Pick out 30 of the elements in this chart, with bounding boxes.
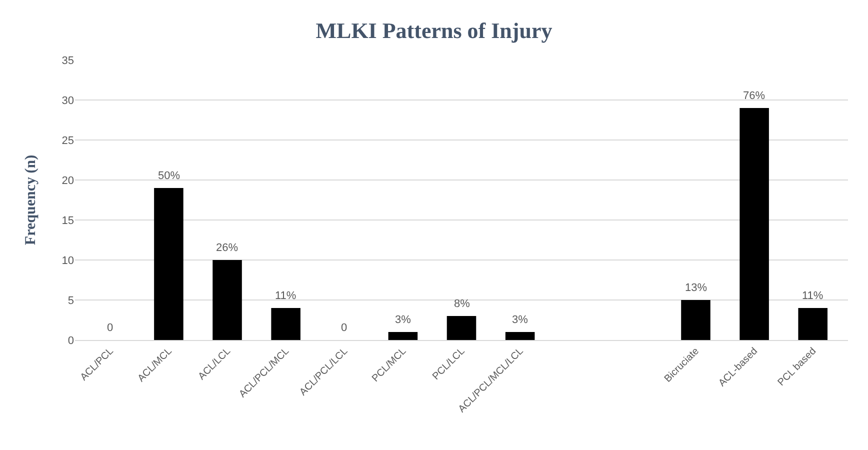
bar: [740, 108, 769, 340]
annotation: 3%: [395, 314, 412, 326]
annotation: 76%: [743, 90, 766, 102]
annotation: 8%: [454, 298, 470, 310]
annotation: 50%: [158, 170, 180, 182]
y-tick-label: 15: [62, 214, 74, 227]
annotation: 11%: [275, 290, 296, 302]
y-axis-title: Frequency (n): [23, 154, 39, 246]
y-tick-label: 5: [68, 294, 74, 307]
annotation: 0: [107, 322, 114, 334]
annotation: 3%: [512, 314, 528, 326]
y-tick-label: 25: [62, 134, 74, 147]
annotation: 13%: [685, 282, 708, 294]
bar: [505, 332, 535, 340]
bar: [681, 300, 710, 340]
bar: [446, 316, 476, 340]
y-tick-label: 30: [62, 94, 74, 107]
chart-title: MLKI Patterns of Injury: [316, 18, 552, 43]
y-tick-label: 0: [68, 334, 74, 347]
bar: [388, 332, 418, 340]
y-tick-label: 10: [62, 254, 74, 267]
bar: [154, 188, 184, 340]
annotation: 0: [341, 322, 348, 334]
y-tick-label: 35: [62, 54, 74, 67]
annotation: 26%: [216, 242, 238, 254]
bar: [212, 260, 242, 340]
bar: [271, 308, 300, 340]
bar: [798, 308, 828, 340]
annotation: 11%: [802, 290, 824, 302]
y-tick-label: 20: [62, 174, 74, 187]
